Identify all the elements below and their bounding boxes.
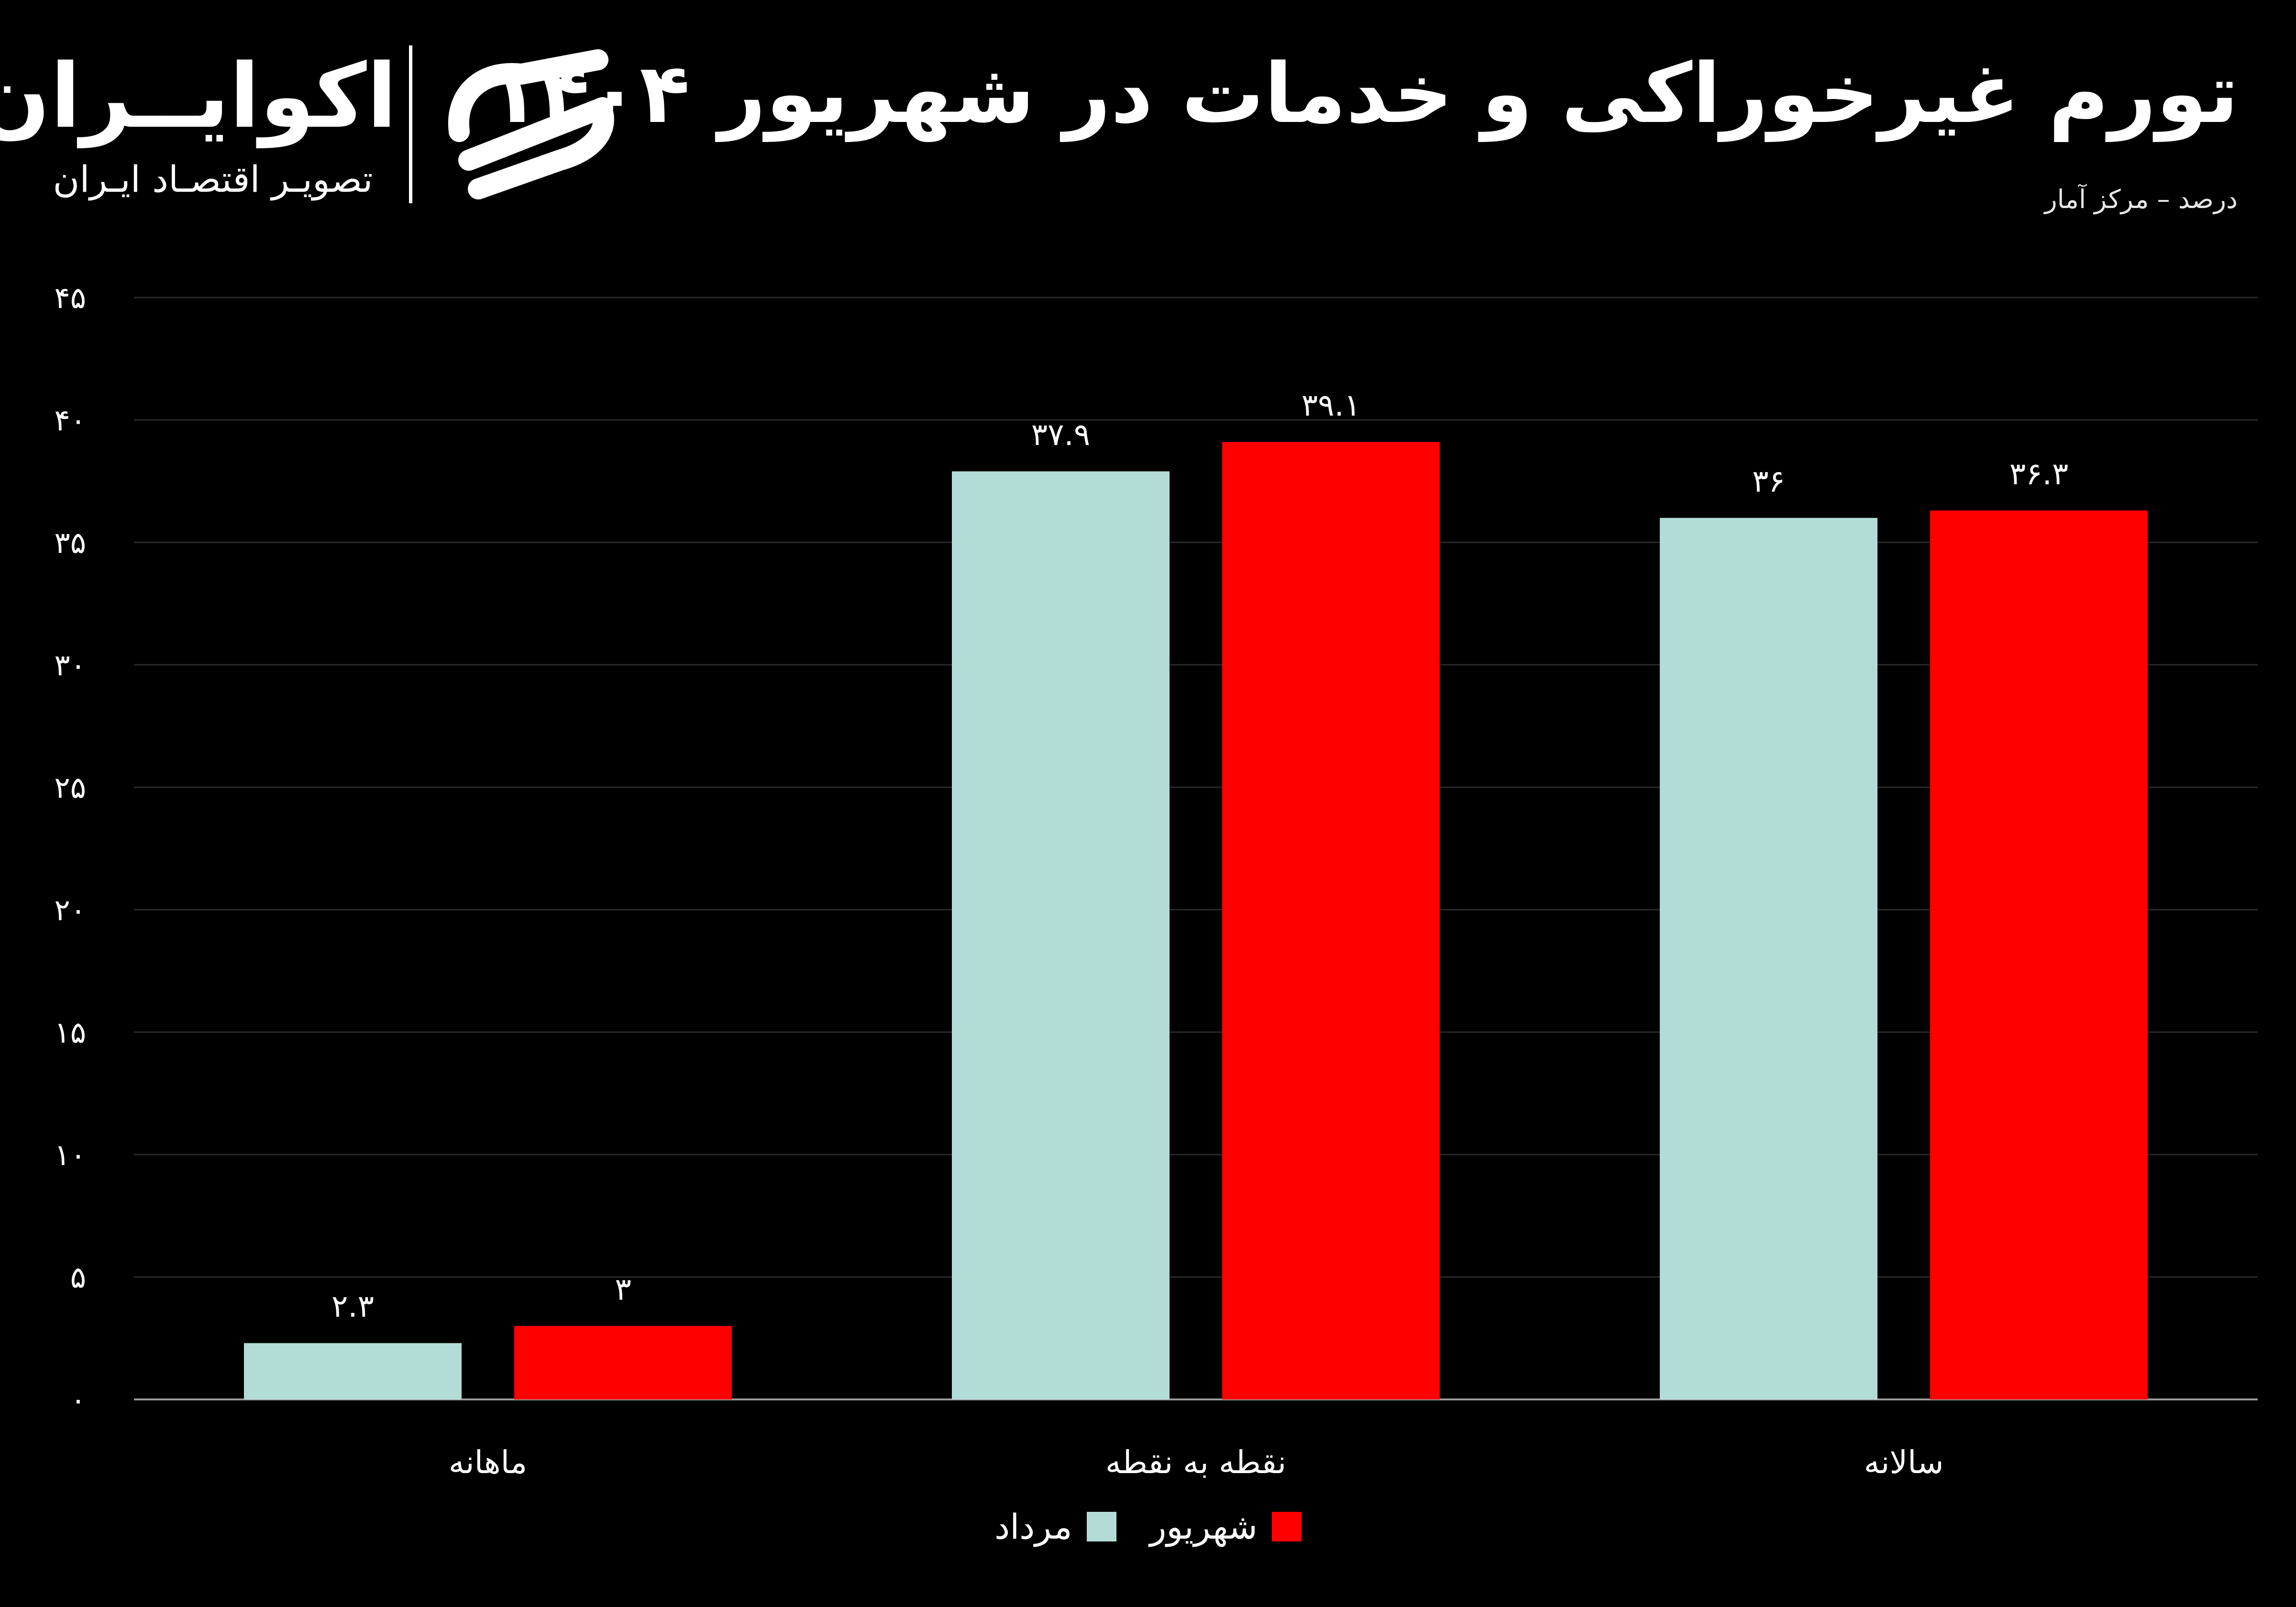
category-label: نقطه به نقطه [1105,1444,1286,1481]
legend-item-mordad: مرداد [994,1507,1116,1547]
logo-tagline: تصویـر اقتصـاد ایـران [53,158,373,200]
y-tick-label: ۱۵ [54,1015,86,1050]
y-tick-label: ۲۰ [54,892,86,927]
bar [1930,510,2148,1399]
bar [244,1343,462,1399]
y-axis-ticks: ۰ ۵ ۱۰ ۱۵ ۲۰ ۲۵ ۳۰ ۳۵ ۴۰ ۴۵ [54,280,86,1417]
bar [514,1326,732,1399]
category-label: سالانه [1864,1444,1944,1481]
chart-title: تورم غیرخوراکی و خدمات در شهریور ۱۴۰۴ [489,45,2239,142]
bar [952,471,1170,1399]
legend-swatch-mordad [1086,1512,1116,1541]
y-tick-label: ۴۵ [54,280,86,315]
category-label: ماهانه [449,1444,527,1481]
y-tick-label: ۱۰ [54,1137,86,1172]
legend-label-shahrivar: شهریور [1149,1507,1258,1547]
y-tick-label: ۰ [70,1382,86,1417]
legend-swatch-shahrivar [1271,1512,1302,1541]
data-label: ۳۷.۹ [1031,418,1090,453]
legend-label-mordad: مرداد [994,1507,1072,1547]
data-label: ۲.۳ [331,1289,374,1324]
data-label: ۳۹.۱ [1302,388,1360,423]
gridlines [134,297,2258,1400]
brand-logo: اکوایــران تصویـر اقتصـاد ایـران [0,38,622,210]
data-label: ۳۶ [1752,464,1785,499]
bar [1222,442,1440,1399]
data-labels: ۲.۳ ۳ ۳۷.۹ ۳۹.۱ ۳۶ ۳۶.۳ [331,388,2068,1324]
category-labels: ماهانه نقطه به نقطه سالانه [449,1444,1943,1481]
data-label: ۳۶.۳ [2009,456,2068,492]
legend-item-shahrivar: شهریور [1150,1507,1302,1547]
bar [1660,517,1877,1399]
bars [244,442,2148,1399]
chart-legend: شهریور مرداد [0,1507,2296,1547]
y-tick-label: ۲۵ [54,770,86,805]
logo-divider [409,45,412,203]
data-label: ۳ [615,1272,631,1307]
chart-subtitle: درصد – مرکز آمار [2044,184,2238,214]
ecoiran-logo-mark-icon [448,49,614,199]
y-tick-label: ۳۰ [54,648,86,682]
logo-name: اکوایــران [0,44,397,148]
y-tick-label: ۳۵ [54,525,86,560]
y-tick-label: ۴۰ [54,403,86,438]
y-tick-label: ۵ [70,1260,86,1295]
